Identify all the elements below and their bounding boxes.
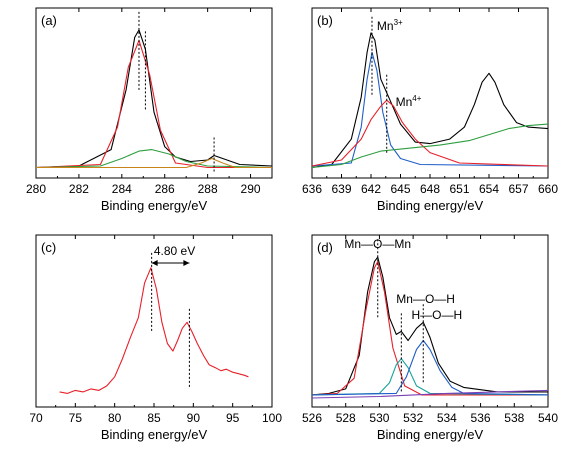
series-line-red <box>35 39 272 169</box>
annotation-gap: 4.80 eV <box>154 244 195 258</box>
panel-label: (a) <box>41 13 57 28</box>
series-line-black <box>311 32 549 169</box>
x-tick-label: 642 <box>361 182 381 196</box>
chart-panel-4: 526 528 530 532 534 536 538 540 Binding energy/e… <box>302 234 558 442</box>
x-tick-label: 651 <box>449 182 469 196</box>
x-tick-label: 526 <box>302 411 322 425</box>
x-tick-label: 654 <box>479 182 499 196</box>
series-line-green <box>35 149 273 169</box>
x-tick-label: 532 <box>403 411 423 425</box>
x-tick-label: 288 <box>198 182 218 196</box>
x-tick-label: 540 <box>538 411 558 425</box>
x-tick-label: 636 <box>302 182 322 196</box>
x-tick-label: 536 <box>471 411 491 425</box>
series-line-red <box>311 261 548 396</box>
series-line-purple <box>311 389 549 399</box>
x-tick-label: 284 <box>112 182 132 196</box>
series-line-blue <box>311 51 549 167</box>
series-line-teal <box>311 358 549 396</box>
x-tick-label: 282 <box>69 182 89 196</box>
x-tick-label: 534 <box>437 411 457 425</box>
plot-frame <box>35 234 273 408</box>
x-tick-label: 280 <box>26 182 46 196</box>
x-tick-label: 95 <box>226 411 240 425</box>
x-axis-label: Binding energy/eV <box>101 427 208 442</box>
x-tick-label: 660 <box>538 182 558 196</box>
x-axis-label: Binding energy/eV <box>101 198 208 213</box>
panel-label: (c) <box>41 240 56 255</box>
annotation-bond-2: Mn—O—H <box>396 292 455 306</box>
annotation-mn4: Mn4+ <box>396 94 422 109</box>
x-tick-label: 85 <box>147 411 161 425</box>
annotation-bond-1: Mn—O—Mn <box>344 237 411 251</box>
x-tick-label: 645 <box>390 182 410 196</box>
x-axis-label: Binding energy/eV <box>377 427 484 442</box>
annotation-bond-3: H—O—H <box>411 308 462 322</box>
x-tick-label: 648 <box>420 182 440 196</box>
chart-panel-1: 280 282 284 286 288 290 Binding energy/eV (a) <box>26 7 273 213</box>
x-axis-label: Binding energy/eV <box>377 198 484 213</box>
chart-panel-2: 636 639 642 645 648 651 654 657 660 Binding energ… <box>302 7 558 213</box>
x-tick-label: 286 <box>155 182 175 196</box>
series-line-green <box>311 123 549 169</box>
x-tick-label: 75 <box>69 411 83 425</box>
series-line-blue <box>311 339 549 396</box>
x-tick-label: 528 <box>336 411 356 425</box>
annotation-mn3: Mn3+ <box>377 18 403 33</box>
series-line-red <box>59 267 249 394</box>
series-line-black <box>311 256 548 396</box>
x-tick-label: 639 <box>331 182 351 196</box>
plot-frame <box>35 7 273 179</box>
x-tick-label: 90 <box>187 411 201 425</box>
gap-arrow-head-right <box>183 260 190 266</box>
gap-arrow-head-left <box>151 260 158 266</box>
x-tick-label: 290 <box>241 182 261 196</box>
x-tick-label: 538 <box>504 411 524 425</box>
x-tick-label: 530 <box>369 411 389 425</box>
panel-label: (d) <box>317 240 333 255</box>
series-line-orange <box>36 157 272 169</box>
chart-panel-3: 70 75 80 85 90 95 100 Binding energy/eV (c) 4.80 … <box>29 234 282 442</box>
panel-label: (b) <box>317 13 333 28</box>
x-tick-label: 657 <box>508 182 528 196</box>
x-tick-label: 80 <box>108 411 122 425</box>
x-tick-label: 100 <box>262 411 282 425</box>
series-line-red <box>311 99 549 167</box>
x-tick-label: 70 <box>29 411 43 425</box>
